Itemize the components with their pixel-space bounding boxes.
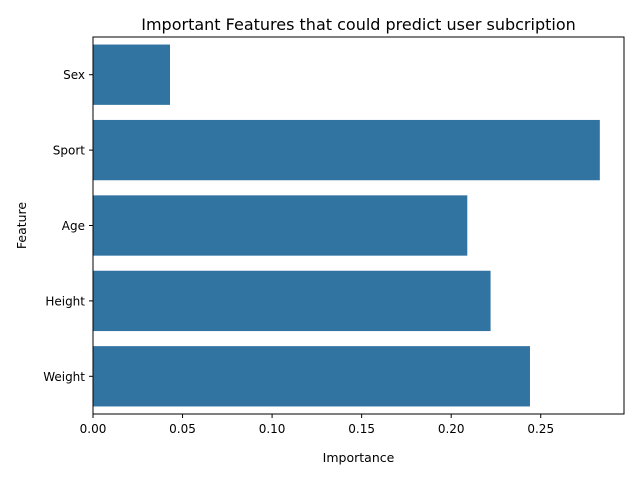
bar-height (93, 270, 491, 332)
bar-weight (93, 346, 530, 407)
x-tick-label: 0.20 (438, 422, 465, 436)
y-tick-label: Sport (53, 144, 86, 158)
bar-sex (93, 44, 171, 105)
x-tick-label: 0.00 (80, 422, 107, 436)
chart-title: Important Features that could predict us… (141, 15, 576, 34)
axes-frame (92, 36, 625, 415)
y-tick-label: Height (45, 294, 85, 308)
x-tick-label: 0.05 (169, 422, 196, 436)
y-tick-label: Age (62, 219, 85, 233)
y-axis: Sex Sport Age Height Weight (43, 68, 93, 384)
bar-age (93, 195, 468, 256)
bars-group (93, 44, 600, 407)
x-axis-label: Importance (323, 450, 395, 465)
y-tick-label: Sex (63, 68, 85, 82)
x-tick-label: 0.10 (259, 422, 286, 436)
y-tick-label: Weight (43, 370, 85, 384)
y-axis-label: Feature (14, 202, 29, 250)
x-axis: 0.00 0.05 0.10 0.15 0.20 0.25 (80, 414, 554, 436)
bar-sport (93, 119, 600, 181)
x-tick-label: 0.25 (527, 422, 554, 436)
x-tick-label: 0.15 (348, 422, 375, 436)
